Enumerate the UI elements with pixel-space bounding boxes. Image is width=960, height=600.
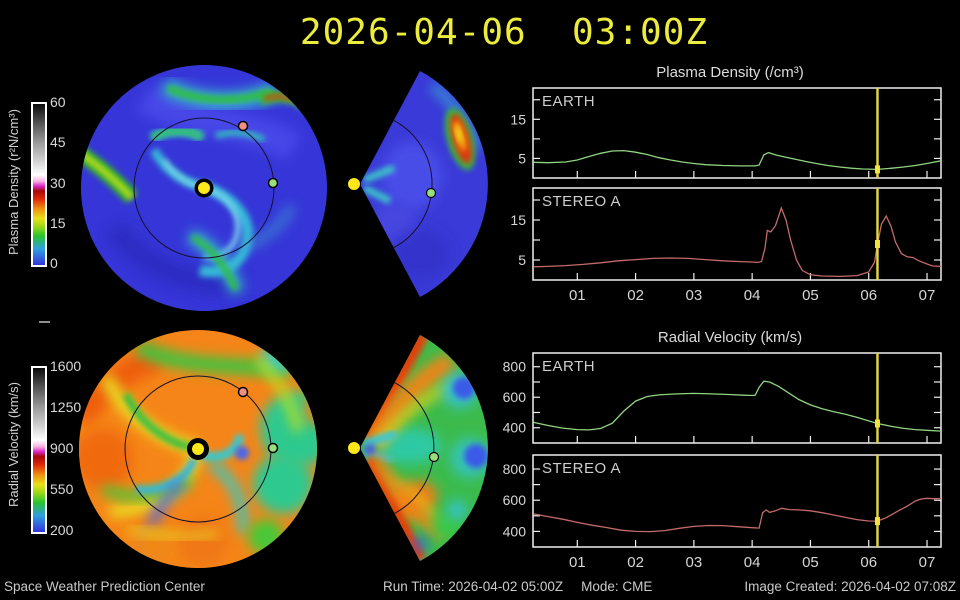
y-tick-label: 15 <box>510 212 526 228</box>
velocity-polar-map <box>79 330 317 568</box>
colorbar-tick: 550 <box>50 481 74 497</box>
stereo-a-marker <box>237 386 249 398</box>
x-tick-label: 01 <box>569 554 586 571</box>
density-polar-map <box>81 65 327 311</box>
sun-marker <box>347 177 361 191</box>
earth-marker <box>425 187 437 199</box>
y-tick-label: 5 <box>518 252 526 268</box>
forecast-time-title: 2026-04-06 03:00Z <box>299 12 709 53</box>
velocity-earth-panel: 400 600 800 EARTH <box>503 352 942 444</box>
x-tick-label: 03 <box>686 287 703 304</box>
x-tick-label: 06 <box>860 554 877 571</box>
density-earth-panel: 5 15 EARTH <box>510 87 942 179</box>
density-colorbar-ticks: 60 45 30 15 0 <box>50 94 66 271</box>
density-colorbar-gradient <box>31 102 47 267</box>
x-tick-label: 03 <box>686 554 703 571</box>
status-bar: Space Weather Prediction Center Run Time… <box>0 576 960 600</box>
colorbar-tick: 900 <box>50 440 74 456</box>
velocity-stereo-a-panel: 400 600 800 01 02 03 04 05 06 07 STEREO A <box>503 454 942 571</box>
current-value-marker <box>874 240 880 248</box>
current-value-marker <box>874 517 880 526</box>
colorbar-tick: 15 <box>50 214 66 231</box>
x-tick-label: 05 <box>802 287 819 304</box>
velocity-colorbar-gradient <box>31 366 47 534</box>
agency-label: Space Weather Prediction Center <box>4 579 205 594</box>
colorbar-tick: 1250 <box>50 399 82 415</box>
series-line <box>533 206 941 278</box>
x-tick-label: 05 <box>802 554 819 571</box>
panel-series-label: EARTH <box>542 93 595 110</box>
x-tick-label: 01 <box>569 287 586 304</box>
earth-marker <box>267 442 279 454</box>
plot-frame <box>532 187 942 281</box>
panel-series-label: STEREO A <box>542 460 621 477</box>
panel-series-label: STEREO A <box>542 193 621 210</box>
colorbar-tick: 45 <box>50 134 66 151</box>
density-stereo-a-panel: 5 15 01 02 03 04 05 06 07 STEREO A <box>510 187 942 304</box>
velocity-wedge-pattern <box>360 335 488 561</box>
dash-mark <box>39 321 50 323</box>
sun-marker <box>194 178 214 198</box>
y-tick-label: 15 <box>510 111 526 127</box>
plot-frame <box>532 87 942 179</box>
sun-marker <box>187 438 209 460</box>
x-tick-label: 07 <box>919 287 936 304</box>
density-meridional-map <box>347 71 488 297</box>
mode-label: Mode: CME <box>581 579 653 594</box>
x-tick-label: 07 <box>919 554 936 571</box>
current-value-marker <box>874 165 880 174</box>
sun-marker <box>347 441 361 455</box>
plot-frame <box>532 352 942 444</box>
earth-orbit-arc <box>394 382 435 514</box>
y-tick-label: 800 <box>503 461 527 477</box>
density-wedge-pattern <box>360 71 488 297</box>
x-tick-label: 04 <box>744 287 761 304</box>
y-tick-label: 600 <box>503 492 527 508</box>
velocity-meridional-map <box>347 335 488 561</box>
run-time-label: Run Time: 2026-04-02 05:00Z <box>383 579 564 594</box>
earth-orbit-arc <box>393 119 433 249</box>
x-tick-label: 02 <box>627 554 644 571</box>
x-tick-label: 06 <box>860 287 877 304</box>
velocity-colorbar-ticks: 1600 1250 900 550 200 <box>50 358 81 538</box>
series-line <box>533 497 941 533</box>
x-tick-label: 02 <box>627 287 644 304</box>
panel-series-label: EARTH <box>542 358 595 375</box>
velocity-colorbar-label: Radial Velocity (km/s) <box>6 382 21 508</box>
y-tick-label: 800 <box>503 359 527 375</box>
series-line <box>533 380 941 432</box>
image-created-label: Image Created: 2026-04-02 07:08Z <box>744 579 956 594</box>
colorbar-tick: 30 <box>50 174 66 191</box>
colorbar-tick: 200 <box>50 522 74 538</box>
velocity-flow-pattern <box>79 330 317 568</box>
density-colorbar-label: Plasma Density (r²N/cm³) <box>6 109 21 256</box>
y-tick-label: 400 <box>503 523 527 539</box>
y-tick-label: 400 <box>503 420 527 436</box>
colorbar-tick: 1600 <box>50 358 82 374</box>
velocity-chart-title: Radial Velocity (km/s) <box>657 329 803 346</box>
earth-marker <box>267 177 279 189</box>
colorbar-tick: 0 <box>50 255 58 271</box>
y-tick-label: 600 <box>503 389 527 405</box>
density-chart-title: Plasma Density (/cm³) <box>656 64 804 81</box>
stereo-a-marker <box>237 120 249 132</box>
current-value-marker <box>874 419 880 428</box>
series-line <box>533 149 941 171</box>
x-tick-label: 04 <box>744 554 761 571</box>
earth-marker <box>428 451 440 463</box>
plot-frame <box>532 454 942 548</box>
y-tick-label: 5 <box>518 150 526 166</box>
colorbar-tick: 60 <box>50 94 66 110</box>
